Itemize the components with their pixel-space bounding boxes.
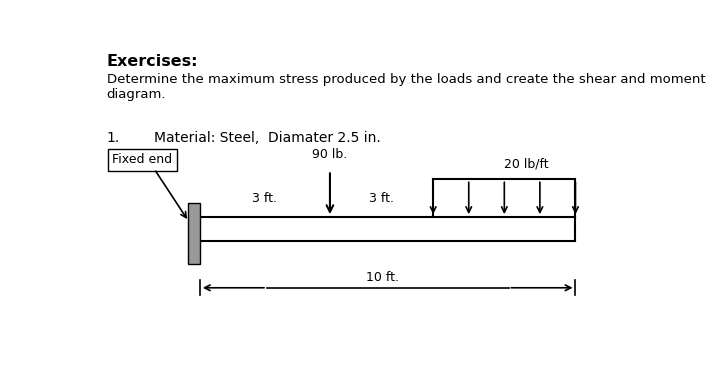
Text: 1.: 1. [107,131,120,145]
Text: 10 ft.: 10 ft. [366,271,399,284]
Bar [188,203,200,264]
Text: Material: Steel,  Diamater 2.5 in.: Material: Steel, Diamater 2.5 in. [154,131,381,145]
Text: 20 lb/ft: 20 lb/ft [504,157,549,170]
Text: Exercises:: Exercises: [107,54,198,70]
Text: 3 ft.: 3 ft. [369,192,394,205]
Text: Fixed end: Fixed end [112,153,173,166]
Text: 3 ft.: 3 ft. [253,192,277,205]
Bar [200,217,575,241]
Text: Determine the maximum stress produced by the loads and create the shear and mome: Determine the maximum stress produced by… [107,72,706,100]
Text: 90 lb.: 90 lb. [312,148,348,161]
